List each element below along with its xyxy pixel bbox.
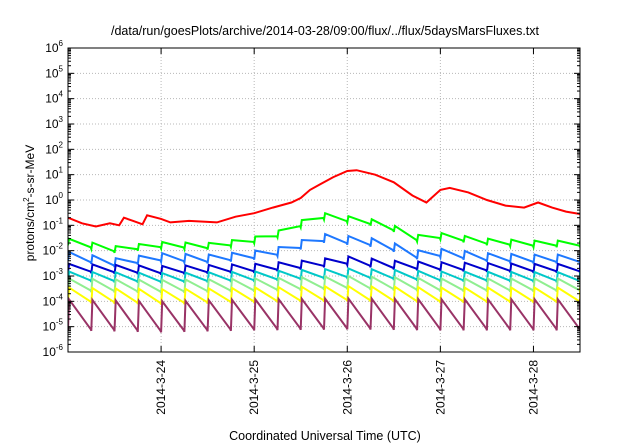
series-layer: [68, 169, 580, 333]
x-tick-label: 2014-3-25: [247, 360, 261, 415]
y-axis-label-sup: 2: [22, 197, 31, 202]
y-axis-label-base: protons/cm: [23, 202, 37, 261]
series-line-8: [68, 295, 580, 333]
y-tick-label: 102: [45, 140, 63, 156]
y-tick-label: 100: [45, 191, 63, 207]
y-tick-label: 10-5: [43, 318, 64, 334]
y-tick-label: 105: [45, 64, 63, 80]
y-tick-label: 106: [45, 39, 63, 55]
x-tick-label: 2014-3-24: [154, 360, 168, 415]
x-tick-label: 2014-3-27: [433, 360, 447, 415]
y-tick-label: 104: [45, 90, 63, 106]
chart-title: /data/run/goesPlots/archive/2014-03-28/0…: [111, 24, 540, 38]
series-line-3: [68, 232, 580, 268]
y-axis-label: protons/cm2-s-sr-MeV: [22, 145, 37, 261]
y-axis: 10-6 10-5 10-4 10-3 10-2 10-1 100 101 102 103 104 1…: [43, 39, 580, 359]
series-line-2: [68, 211, 580, 254]
y-tick-label: 103: [45, 115, 63, 131]
x-axis-label: Coordinated Universal Time (UTC): [229, 429, 421, 443]
y-tick-label: 10-4: [43, 292, 64, 308]
x-tick-label: 2014-3-26: [340, 360, 354, 415]
y-tick-label: 10-3: [43, 267, 64, 283]
series-line-5: [68, 266, 580, 284]
y-axis-label-rest: -s-sr-MeV: [23, 145, 37, 198]
grid-lines: [68, 48, 580, 352]
series-line-7: [68, 284, 580, 305]
y-tick-label: 10-1: [43, 216, 64, 232]
series-line-6: [68, 274, 580, 294]
series-line-1: [68, 169, 580, 228]
x-tick-label: 2014-3-28: [526, 360, 540, 415]
x-axis: 2014-3-24 2014-3-25 2014-3-26 2014-3-27 2014…: [154, 48, 540, 415]
series-line-4: [68, 254, 580, 276]
y-tick-label: 101: [45, 166, 63, 182]
y-tick-label: 10-2: [43, 242, 64, 258]
y-tick-label: 10-6: [43, 343, 64, 359]
